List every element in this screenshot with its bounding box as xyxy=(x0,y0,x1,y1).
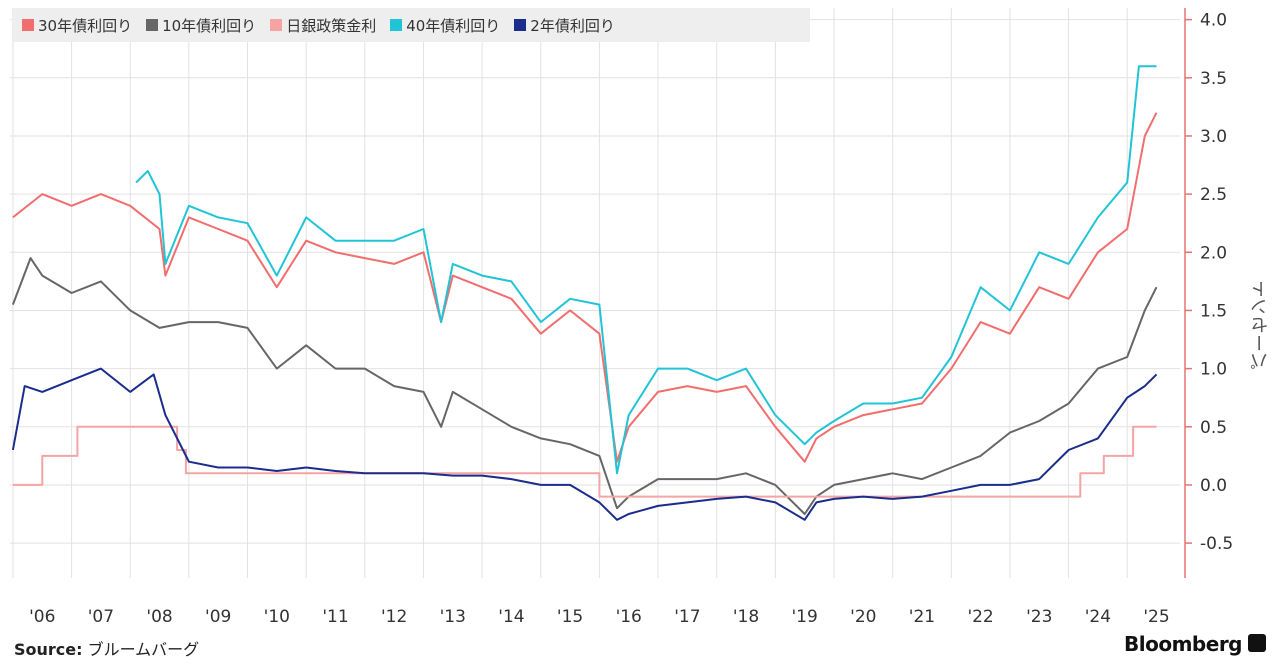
bloomberg-logo-icon xyxy=(1248,634,1266,652)
y-tick-label: 3.5 xyxy=(1200,69,1227,89)
legend-label: 40年債利回り xyxy=(406,16,501,35)
series-line-2 xyxy=(12,425,1157,498)
x-tick-label: '20 xyxy=(850,607,876,627)
x-tick-label: '19 xyxy=(792,607,818,627)
x-tick-label: '10 xyxy=(264,607,290,627)
x-tick-label: '23 xyxy=(1026,607,1052,627)
y-tick-label: 0.0 xyxy=(1200,476,1227,496)
x-tick-label: '06 xyxy=(29,607,55,627)
legend-label: 30年債利回り xyxy=(38,16,133,35)
x-tick-label: '11 xyxy=(322,607,348,627)
legend-item: 40年債利回り xyxy=(390,15,500,36)
y-tick-label: 0.5 xyxy=(1200,418,1227,438)
x-tick-label: '08 xyxy=(146,607,172,627)
x-tick-label: '25 xyxy=(1143,607,1169,627)
x-tick-label: '12 xyxy=(381,607,407,627)
chart-legend: 30年債利回り 10年債利回り 日銀政策金利 40年債利回り 2年債利回り xyxy=(12,8,810,42)
x-tick-label: '13 xyxy=(440,607,466,627)
legend-item: 2年債利回り xyxy=(514,15,615,36)
legend-label: 10年債利回り xyxy=(162,16,257,35)
x-tick-label: '17 xyxy=(674,607,700,627)
x-tick-label: '18 xyxy=(733,607,759,627)
y-axis-title: パーセント xyxy=(1250,280,1271,370)
legend-label: 2年債利回り xyxy=(530,16,615,35)
x-tick-label: '22 xyxy=(967,607,993,627)
y-tick-label: 1.5 xyxy=(1200,301,1227,321)
legend-swatch xyxy=(22,19,34,31)
legend-swatch xyxy=(390,19,403,31)
x-tick-label: '07 xyxy=(88,607,114,627)
legend-swatch xyxy=(514,19,527,31)
legend-swatch xyxy=(146,19,159,31)
x-tick-label: '24 xyxy=(1085,607,1111,627)
x-tick-label: '09 xyxy=(205,607,231,627)
series-line-3 xyxy=(135,65,1157,475)
bloomberg-logo: Bloomberg xyxy=(1124,632,1242,656)
x-tick-label: '15 xyxy=(557,607,583,627)
y-tick-label: -0.5 xyxy=(1200,534,1233,554)
series-line-0 xyxy=(12,112,1158,463)
legend-swatch xyxy=(270,19,283,31)
x-tick-label: '21 xyxy=(909,607,935,627)
y-tick-label: 4.0 xyxy=(1200,11,1227,31)
y-tick-label: 2.5 xyxy=(1200,185,1227,205)
y-tick-label: 1.0 xyxy=(1200,360,1227,380)
legend-item: 日銀政策金利 xyxy=(270,15,376,36)
x-tick-label: '16 xyxy=(616,607,642,627)
legend-label: 日銀政策金利 xyxy=(286,16,377,35)
legend-item: 30年債利回り xyxy=(22,15,132,36)
legend-item: 10年債利回り xyxy=(146,15,256,36)
y-tick-label: 3.0 xyxy=(1200,127,1227,147)
series-line-1 xyxy=(11,257,1158,515)
x-tick-label: '14 xyxy=(498,607,524,627)
y-tick-label: 2.0 xyxy=(1200,243,1227,263)
series-line-4 xyxy=(11,367,1158,521)
source-note: Source: ブルームバーグ xyxy=(14,640,200,659)
